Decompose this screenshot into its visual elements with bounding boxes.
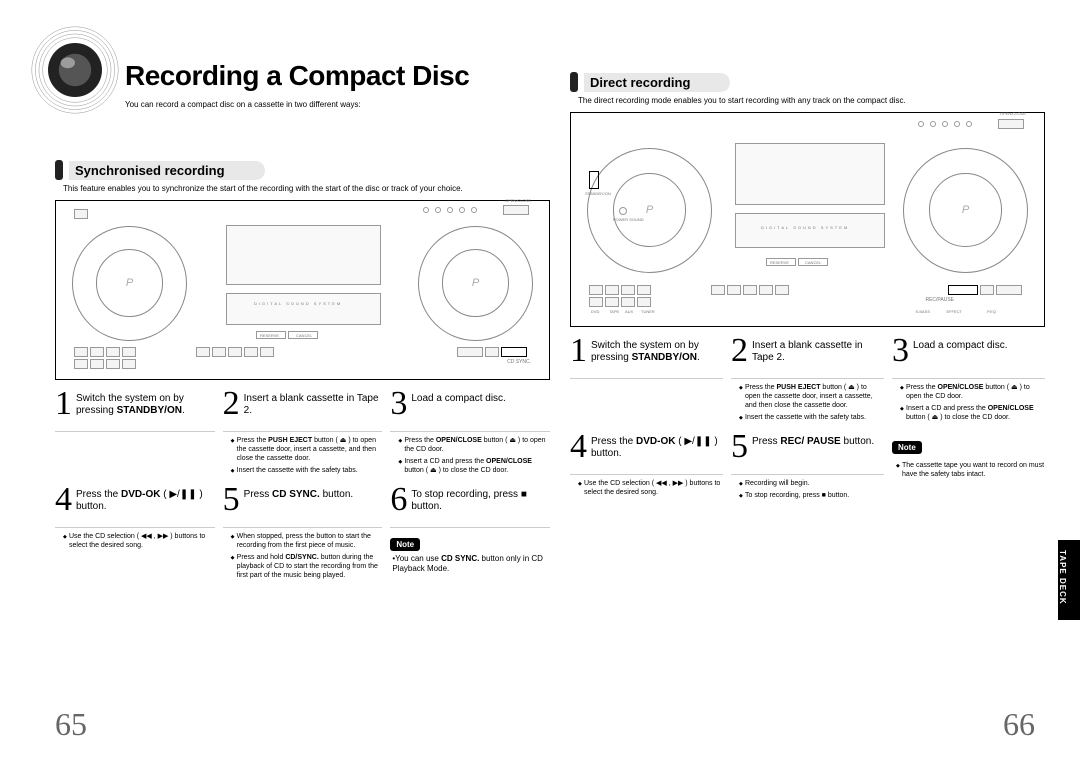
direct-steps-grid: 1 Switch the system on by pressing STAND… (570, 337, 1045, 504)
sync-step-2: 2 Insert a blank cassette in Tape 2. Pre… (223, 390, 383, 478)
side-tab: TAPE DECK (1058, 540, 1080, 620)
sync-section-desc: This feature enables you to synchronize … (63, 184, 550, 194)
sync-note-text: •You can use CD SYNC. button only in CD … (390, 554, 550, 573)
direct-section-desc: The direct recording mode enables you to… (578, 96, 1045, 106)
direct-note: Note The cassette tape you want to recor… (892, 433, 1045, 503)
sync-step-6: 6 To stop recording, press ■ button. Not… (390, 486, 550, 583)
sync-step-1: 1 Switch the system on by pressing STAND… (55, 390, 215, 478)
direct-recording-section: Direct recording The direct recording mo… (570, 72, 1045, 503)
step-number: 1 (55, 390, 72, 419)
speaker-icon (30, 25, 120, 115)
direct-section-title: Direct recording (584, 73, 730, 92)
sync-step-4: 4 Press the DVD-OK ( ▶/❚❚ ) button. Use … (55, 486, 215, 583)
sync-recording-section: Synchronised recording This feature enab… (55, 160, 550, 583)
sync-step-3: 3 Load a compact disc. Press the OPEN/CL… (390, 390, 550, 478)
sync-steps-grid: 1 Switch the system on by pressing STAND… (55, 390, 550, 584)
sync-section-title: Synchronised recording (69, 161, 265, 180)
section-bullet-icon (55, 160, 63, 180)
sync-step-5: 5 Press CD SYNC. button. When stopped, p… (223, 486, 383, 583)
page-number-left: 65 (55, 706, 87, 743)
side-tab-label: TAPE DECK (1058, 540, 1067, 605)
direct-step-2: 2 Insert a blank cassette in Tape 2. Pre… (731, 337, 884, 425)
step-text: Switch the system on by pressing STANDBY… (76, 390, 215, 418)
direct-step-4: 4 Press the DVD-OK ( ▶/❚❚ ) button. Use … (570, 433, 723, 503)
direct-step-5: 5 Press REC/ PAUSE button. Recording wil… (731, 433, 884, 503)
step-detail: Press the PUSH EJECT button ( ⏏ ) to ope… (223, 432, 383, 478)
note-badge: Note (390, 538, 420, 551)
direct-step-1: 1 Switch the system on by pressing STAND… (570, 337, 723, 425)
note-badge: Note (892, 441, 922, 454)
direct-step-3: 3 Load a compact disc. Press the OPEN/CL… (892, 337, 1045, 425)
direct-note-text: The cassette tape you want to record on … (896, 461, 1045, 479)
section-bullet-icon (570, 72, 578, 92)
page-intro: You can record a compact disc on a casse… (125, 100, 361, 109)
sync-device-illustration: P P DIGITAL SOUND SYSTEM CD SYNC. (55, 200, 550, 380)
page-title: Recording a Compact Disc (125, 60, 469, 92)
page-number-right: 66 (1003, 706, 1035, 743)
direct-device-illustration: P P DIGITAL SOUND SYSTEM REC/PAUSE DVD T… (570, 112, 1045, 327)
